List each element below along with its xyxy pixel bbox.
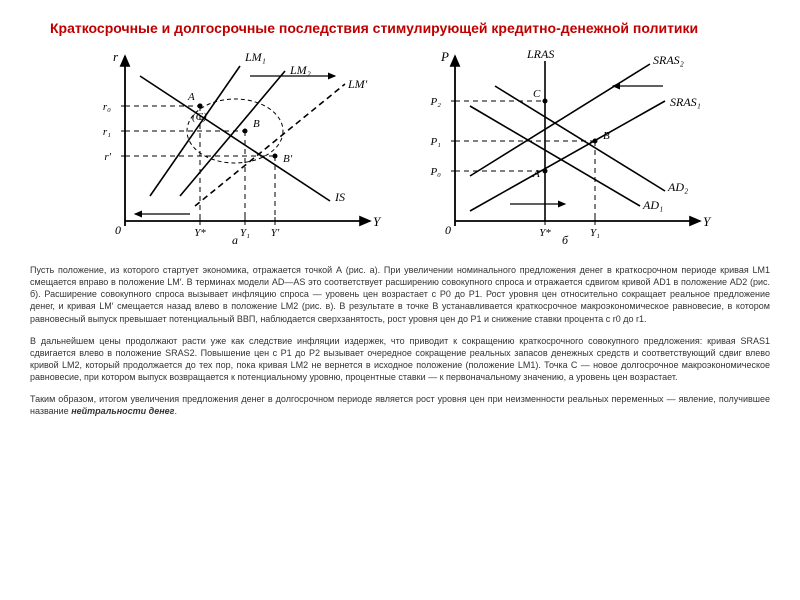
svg-text:P₂: P₂: [429, 96, 441, 108]
charts-row: r Y 0 LM₁LM₂LM′IS r₀r₁r′ Y*Y₁Y′ A(C)BB′ …: [30, 46, 770, 246]
shift-arrows-a: [135, 76, 335, 214]
axis-y-label: P: [440, 49, 449, 64]
svg-text:P₁: P₁: [429, 136, 441, 148]
svg-text:LM₂: LM₂: [289, 63, 311, 77]
svg-text:B: B: [603, 130, 610, 142]
svg-text:LM′: LM′: [347, 77, 368, 91]
guides-b: [455, 101, 595, 221]
chart-b: P Y 0 LRAS SRAS₁ SRAS₂ AD₁ AD₂ P₂ P₁ P₀ Y* Y₁ A…: [415, 46, 715, 246]
svg-text:r′: r′: [104, 151, 111, 163]
p3-post: .: [174, 406, 177, 416]
svg-text:C: C: [533, 88, 541, 100]
svg-text:Y₁: Y₁: [590, 227, 600, 239]
svg-text:Y′: Y′: [271, 227, 280, 239]
chart-a: r Y 0 LM₁LM₂LM′IS r₀r₁r′ Y*Y₁Y′ A(C)BB′ …: [85, 46, 385, 246]
svg-text:IS: IS: [334, 190, 345, 204]
svg-text:Y*: Y*: [194, 227, 206, 239]
chart-b-sublabel: б: [562, 233, 569, 246]
page-title: Краткосрочные и долгосрочные последствия…: [30, 20, 770, 36]
svg-text:r₀: r₀: [103, 101, 111, 113]
p3-bold: нейтральности денег: [71, 406, 174, 416]
axis-y-label: r: [113, 49, 119, 64]
svg-text:AD₂: AD₂: [667, 180, 688, 194]
svg-text:(C): (C): [192, 111, 207, 123]
axis-x-label: Y: [373, 214, 382, 229]
svg-text:B: B: [253, 118, 260, 130]
svg-text:Y₁: Y₁: [240, 227, 250, 239]
svg-text:A: A: [187, 91, 195, 103]
svg-text:SRAS₂: SRAS₂: [653, 53, 684, 67]
svg-text:LRAS: LRAS: [526, 47, 554, 61]
svg-text:A: A: [532, 168, 540, 180]
svg-text:P₀: P₀: [429, 166, 441, 178]
lines-b: LRAS SRAS₁ SRAS₂ AD₁ AD₂: [470, 47, 701, 221]
svg-text:Y*: Y*: [539, 227, 551, 239]
svg-text:r₁: r₁: [103, 126, 111, 138]
svg-text:B′: B′: [283, 153, 293, 165]
origin-label: 0: [445, 223, 451, 237]
origin-label: 0: [115, 223, 121, 237]
points-a: A (C) B B′: [187, 91, 293, 165]
svg-text:AD₁: AD₁: [642, 198, 663, 212]
paragraph-1: Пусть положение, из которого стартует эк…: [30, 264, 770, 325]
paragraph-2: В дальнейшем цены продолжают расти уже к…: [30, 335, 770, 384]
svg-text:SRAS₁: SRAS₁: [670, 95, 701, 109]
svg-text:LM₁: LM₁: [244, 50, 266, 64]
paragraph-3: Таким образом, итогом увеличения предлож…: [30, 393, 770, 417]
axis-x-label: Y: [703, 214, 712, 229]
chart-a-sublabel: а: [232, 233, 238, 246]
